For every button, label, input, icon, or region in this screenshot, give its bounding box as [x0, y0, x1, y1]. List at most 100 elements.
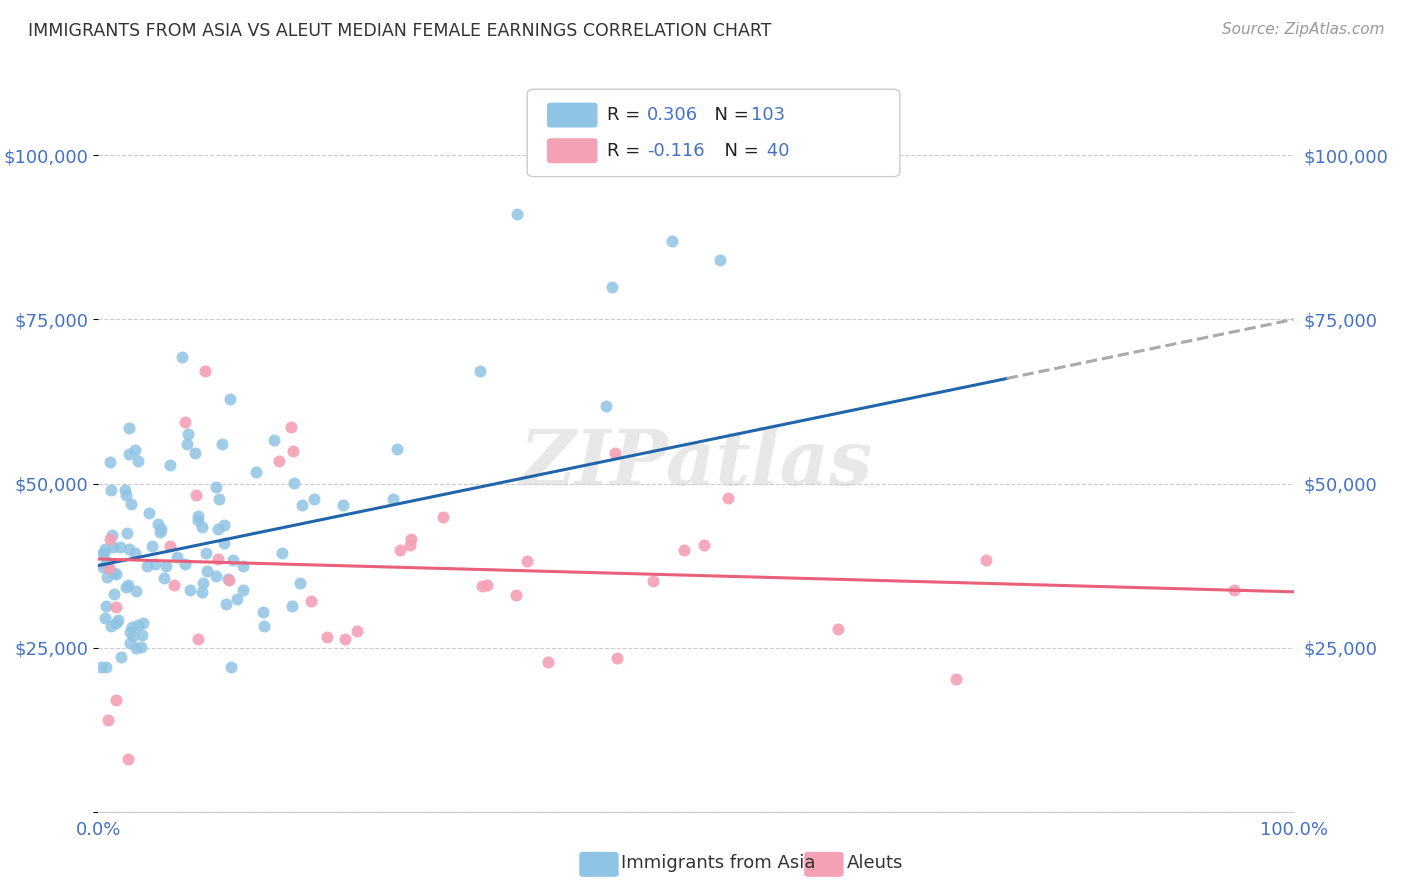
Point [149, 525, 172, 540]
Point [595, 399, 617, 413]
Point [389, 543, 412, 558]
Point [104, 615, 127, 630]
Point [191, 576, 214, 591]
Point [124, 442, 146, 457]
Point [173, 557, 195, 571]
Point [974, 553, 997, 567]
Point [281, 443, 304, 458]
Point [150, 522, 173, 536]
Point [184, 446, 207, 460]
Point [125, 583, 148, 598]
Point [232, 582, 254, 597]
Point [174, 415, 197, 429]
Point [141, 539, 163, 553]
Point [124, 546, 146, 560]
Point [100, 483, 122, 498]
Point [105, 693, 128, 707]
Point [253, 619, 276, 633]
Point [120, 636, 142, 650]
Point [122, 629, 145, 643]
Point [184, 488, 207, 502]
Point [212, 518, 235, 533]
Point [207, 551, 229, 566]
Point [226, 592, 249, 607]
Point [672, 542, 695, 557]
Point [505, 588, 527, 602]
Point [118, 624, 141, 639]
Point [105, 566, 128, 581]
Point [105, 599, 128, 614]
Point [191, 519, 214, 533]
Point [471, 579, 494, 593]
Point [382, 491, 405, 506]
Point [602, 279, 624, 293]
Point [131, 628, 153, 642]
Point [114, 488, 136, 502]
Point [103, 566, 125, 580]
Text: N =: N = [703, 106, 755, 124]
Point [643, 574, 665, 588]
Point [299, 594, 322, 608]
Point [131, 640, 153, 654]
Text: Aleuts: Aleuts [846, 855, 903, 872]
Point [114, 483, 136, 497]
Point [172, 350, 194, 364]
Point [176, 436, 198, 450]
Point [115, 580, 138, 594]
Text: R =: R = [607, 106, 647, 124]
Point [661, 234, 683, 248]
Point [101, 541, 124, 555]
Point [121, 619, 143, 633]
Point [194, 364, 217, 378]
Point [302, 492, 325, 507]
Point [399, 538, 422, 552]
Point [159, 458, 181, 472]
Point [117, 447, 139, 461]
Point [163, 578, 186, 592]
Point [117, 578, 139, 592]
Point [179, 582, 201, 597]
Point [827, 623, 849, 637]
Point [90, 660, 112, 674]
Point [432, 510, 454, 524]
Text: 0.306: 0.306 [647, 106, 697, 124]
Point [252, 605, 274, 619]
Point [204, 480, 226, 494]
Point [127, 454, 149, 468]
Point [120, 497, 142, 511]
Point [217, 572, 239, 586]
Point [263, 433, 285, 447]
Point [346, 624, 368, 638]
Point [97, 561, 120, 575]
Point [118, 541, 141, 556]
Point [191, 585, 214, 599]
Point [146, 517, 169, 532]
Point [96, 570, 118, 584]
Point [98, 455, 121, 469]
Point [1222, 583, 1246, 598]
Point [153, 571, 176, 585]
Point [93, 545, 115, 559]
Point [221, 660, 243, 674]
Point [103, 587, 125, 601]
Point [96, 555, 118, 569]
Point [606, 650, 628, 665]
Point [94, 541, 117, 556]
Point [110, 650, 132, 665]
Point [211, 437, 233, 451]
Point [245, 465, 267, 479]
Point [155, 559, 177, 574]
Point [280, 420, 302, 434]
Point [232, 558, 254, 573]
Point [291, 498, 314, 512]
Point [945, 672, 967, 686]
Point [269, 453, 291, 467]
Point [100, 619, 122, 633]
Point [98, 532, 121, 546]
Point [333, 632, 356, 646]
Point [97, 713, 120, 727]
Point [101, 527, 124, 541]
Point [138, 506, 160, 520]
Point [516, 553, 538, 567]
Point [131, 616, 153, 631]
